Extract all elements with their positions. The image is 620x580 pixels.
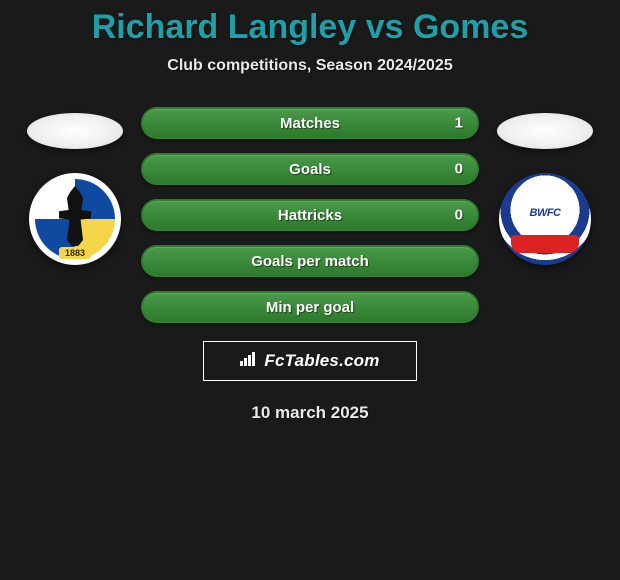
stat-min-per-goal: Min per goal bbox=[141, 291, 479, 323]
page-title: Richard Langley vs Gomes bbox=[92, 8, 529, 47]
comparison-card: Richard Langley vs Gomes Club competitio… bbox=[0, 0, 620, 423]
date-text: 10 march 2025 bbox=[251, 403, 368, 423]
stat-label: Min per goal bbox=[266, 299, 354, 316]
crest-year-banner: 1883 bbox=[59, 247, 91, 259]
player2-club-crest: BWFC bbox=[499, 173, 591, 265]
crest-center: BWFC bbox=[523, 191, 567, 235]
player1-club-crest: 1883 bbox=[29, 173, 121, 265]
stat-value: 1 bbox=[455, 115, 463, 132]
main-row: 1883 Matches 1 Goals 0 Hattricks 0 Goals… bbox=[0, 107, 620, 323]
stats-column: Matches 1 Goals 0 Hattricks 0 Goals per … bbox=[135, 107, 485, 323]
left-side: 1883 bbox=[15, 107, 135, 265]
stat-goals-per-match: Goals per match bbox=[141, 245, 479, 277]
stat-value: 0 bbox=[455, 161, 463, 178]
right-side: BWFC bbox=[485, 107, 605, 265]
crest-ribbon bbox=[511, 235, 579, 253]
player1-avatar-placeholder bbox=[27, 113, 123, 149]
player1-name: Richard Langley bbox=[92, 8, 357, 46]
stat-label: Goals per match bbox=[251, 253, 369, 270]
chart-icon bbox=[240, 352, 258, 370]
player2-name: Gomes bbox=[413, 8, 528, 46]
stat-matches: Matches 1 bbox=[141, 107, 479, 139]
stat-label: Hattricks bbox=[278, 207, 342, 224]
stat-goals: Goals 0 bbox=[141, 153, 479, 185]
stat-hattricks: Hattricks 0 bbox=[141, 199, 479, 231]
stat-label: Matches bbox=[280, 115, 340, 132]
stat-label: Goals bbox=[289, 161, 331, 178]
watermark: FcTables.com bbox=[203, 341, 417, 381]
crest-initials: BWFC bbox=[530, 207, 561, 219]
watermark-text: FcTables.com bbox=[264, 351, 379, 371]
subtitle: Club competitions, Season 2024/2025 bbox=[167, 57, 452, 75]
player2-avatar-placeholder bbox=[497, 113, 593, 149]
stat-value: 0 bbox=[455, 207, 463, 224]
vs-text: vs bbox=[366, 8, 404, 46]
